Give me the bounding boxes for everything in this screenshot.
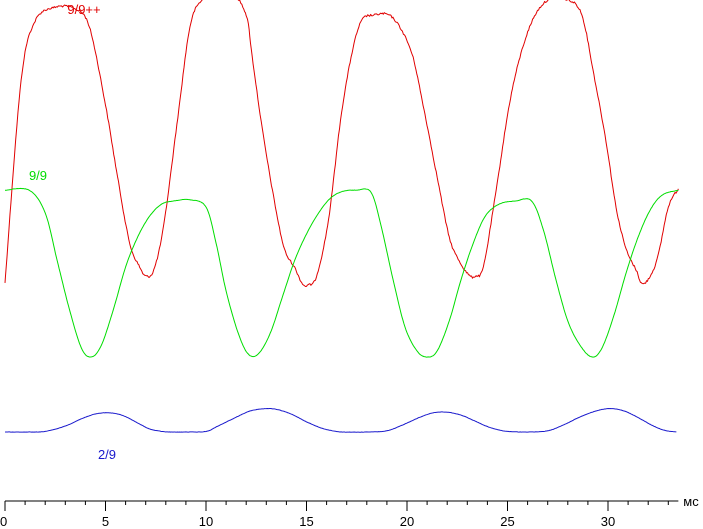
x-tick-label: 30 [601, 514, 615, 529]
series-layer [4, 0, 679, 433]
x-axis: 0 5 10 15 20 25 30 [0, 500, 679, 529]
series-2-9-line [4, 407, 677, 433]
series-label-9-9-plus: 9/9++ [67, 2, 100, 17]
series-label-9-9: 9/9 [29, 168, 47, 183]
x-tick-label: 10 [199, 514, 213, 529]
x-tick-label: 20 [400, 514, 414, 529]
x-tick-label: 0 [0, 514, 7, 529]
x-tick-label: 15 [299, 514, 313, 529]
series-9-9-line [4, 187, 679, 358]
series-label-2-9: 2/9 [98, 447, 116, 462]
x-tick-label: 5 [102, 514, 109, 529]
x-tick-label: 25 [500, 514, 514, 529]
x-axis-unit-label: мс [683, 494, 699, 509]
series-9-9-plus-line [4, 0, 679, 287]
